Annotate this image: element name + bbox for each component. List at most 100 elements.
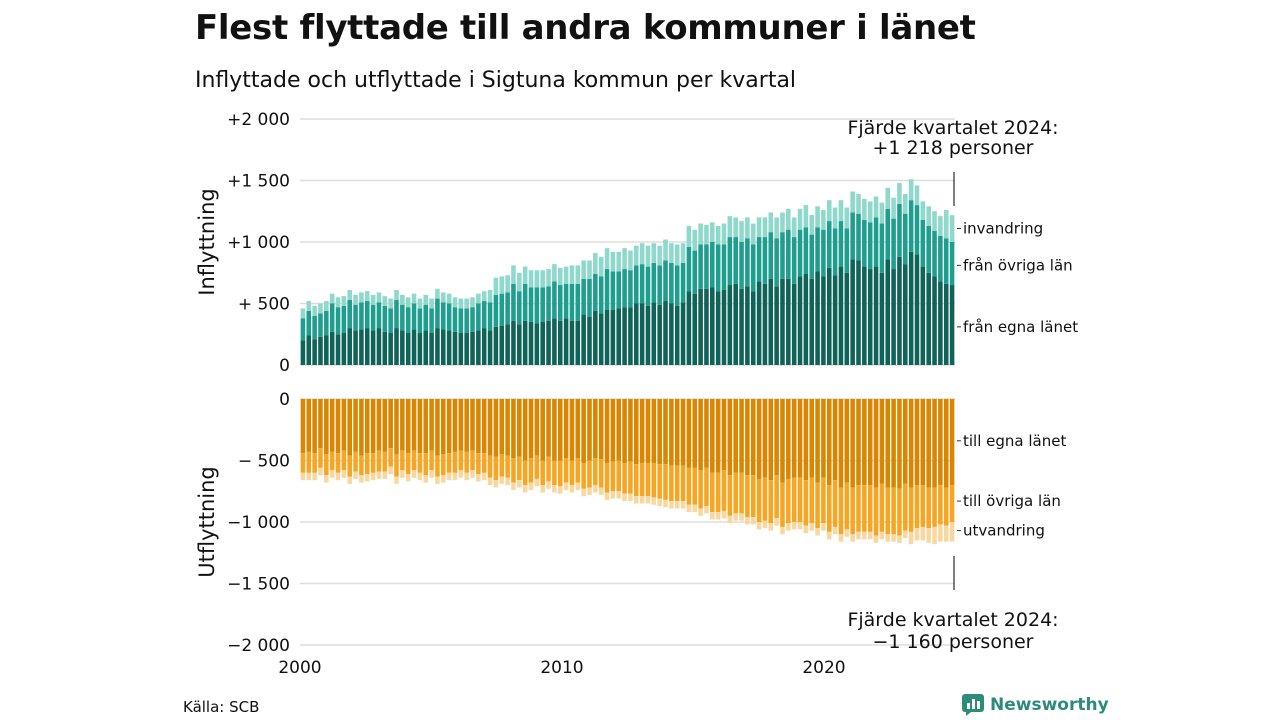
bar-segment-in bbox=[797, 276, 803, 365]
bar-segment-out bbox=[803, 525, 809, 534]
bar-segment-in bbox=[803, 205, 809, 228]
bar-segment-out bbox=[575, 458, 581, 483]
bar-segment-in bbox=[324, 335, 329, 365]
bar-segment-out bbox=[300, 472, 306, 481]
bar-segment-in bbox=[797, 208, 803, 230]
bar-segment-in bbox=[756, 281, 762, 365]
bar-segment-out bbox=[388, 399, 393, 449]
bar-segment-out bbox=[715, 472, 721, 513]
bar-segment-in bbox=[306, 335, 312, 365]
bar-segment-out bbox=[639, 496, 645, 504]
bar-segment-out bbox=[756, 399, 762, 479]
bar-segment-out bbox=[569, 399, 575, 461]
bar-segment-out bbox=[897, 399, 902, 489]
bar-segment-in bbox=[341, 296, 347, 306]
bar-segment-in bbox=[768, 278, 774, 365]
bar-segment-in bbox=[657, 304, 662, 365]
bar-segment-out bbox=[604, 399, 610, 463]
bar-segment-out bbox=[376, 399, 382, 451]
bar-segment-out bbox=[768, 480, 774, 524]
bar-segment-out bbox=[400, 450, 405, 471]
bar-segment-in bbox=[312, 305, 317, 316]
bar-segment-in bbox=[306, 310, 312, 336]
bar-segment-in bbox=[943, 210, 949, 239]
bar-segment-out bbox=[838, 399, 844, 488]
bar-segment-in bbox=[481, 328, 487, 365]
bar-segment-in bbox=[598, 256, 604, 277]
bar-segment-in bbox=[458, 298, 464, 309]
bar-segment-out bbox=[552, 485, 557, 493]
bar-segment-out bbox=[710, 512, 715, 520]
bar-segment-out bbox=[300, 453, 306, 473]
bar-segment-in bbox=[926, 272, 931, 365]
bar-segment-in bbox=[815, 227, 820, 272]
bar-segment-out bbox=[476, 474, 481, 482]
bar-segment-in bbox=[400, 304, 405, 331]
bar-segment-out bbox=[750, 399, 756, 476]
bar-segment-in bbox=[511, 320, 516, 365]
bar-segment-in bbox=[446, 303, 452, 331]
bar-segment-out bbox=[329, 470, 335, 478]
bar-segment-out bbox=[312, 472, 317, 481]
bar-segment-out bbox=[359, 475, 364, 483]
chart-subtitle: Inflyttade och utflyttade i Sigtuna komm… bbox=[195, 68, 797, 93]
bar-segment-out bbox=[645, 496, 651, 504]
bar-segment-in bbox=[563, 266, 569, 284]
bar-segment-out bbox=[452, 472, 458, 481]
bar-segment-out bbox=[546, 481, 551, 489]
bar-segment-in bbox=[604, 269, 610, 310]
bar-segment-out bbox=[669, 465, 674, 502]
bar-segment-in bbox=[704, 224, 709, 245]
bar-segment-out bbox=[604, 492, 610, 500]
bar-segment-in bbox=[663, 260, 668, 302]
bar-segment-in bbox=[534, 270, 540, 288]
bar-segment-in bbox=[505, 324, 510, 365]
bar-segment-in bbox=[774, 238, 779, 287]
bar-segment-in bbox=[762, 217, 768, 238]
bar-segment-in bbox=[347, 299, 352, 329]
bar-segment-in bbox=[692, 293, 698, 365]
bar-segment-in bbox=[674, 265, 680, 306]
legend-label: till övriga län bbox=[963, 492, 1061, 510]
bar-segment-out bbox=[856, 485, 861, 532]
bar-segment-in bbox=[429, 333, 434, 365]
bar-segment-out bbox=[534, 455, 540, 479]
bar-segment-out bbox=[832, 526, 838, 535]
bar-segment-in bbox=[657, 265, 662, 305]
bar-segment-out bbox=[598, 399, 604, 460]
bar-segment-out bbox=[651, 462, 657, 498]
bar-segment-in bbox=[575, 283, 581, 321]
bar-segment-out bbox=[826, 399, 832, 486]
bar-segment-in bbox=[815, 271, 820, 365]
bar-segment-out bbox=[698, 470, 703, 509]
bar-segment-out bbox=[318, 399, 323, 449]
bar-segment-out bbox=[505, 455, 510, 478]
bar-segment-out bbox=[511, 482, 516, 491]
bar-segment-in bbox=[604, 309, 610, 365]
legend-label: från egna länet bbox=[963, 318, 1078, 336]
bar-segment-out bbox=[897, 535, 902, 543]
bar-segment-in bbox=[581, 314, 586, 365]
bar-segment-in bbox=[762, 237, 768, 284]
bar-segment-in bbox=[680, 262, 686, 303]
bar-segment-out bbox=[382, 451, 388, 472]
bar-segment-in bbox=[464, 298, 469, 309]
bar-segment-out bbox=[949, 399, 955, 486]
bar-segment-in bbox=[651, 302, 657, 365]
bar-segment-in bbox=[394, 289, 399, 300]
bar-segment-out bbox=[353, 451, 358, 472]
legend-label: invandring bbox=[963, 219, 1043, 237]
bar-segment-in bbox=[335, 307, 341, 335]
bar-segment-out bbox=[423, 475, 429, 483]
bar-segment-out bbox=[329, 451, 335, 471]
bar-segment-in bbox=[938, 216, 943, 236]
bar-segment-out bbox=[423, 453, 429, 476]
bar-segment-out bbox=[394, 399, 399, 455]
brand-logo: Newsworthy bbox=[962, 694, 1109, 716]
bar-segment-in bbox=[832, 275, 838, 365]
bar-segment-out bbox=[920, 485, 926, 527]
bar-segment-in bbox=[727, 285, 733, 365]
bar-segment-out bbox=[809, 477, 814, 524]
bar-segment-in bbox=[862, 219, 867, 267]
